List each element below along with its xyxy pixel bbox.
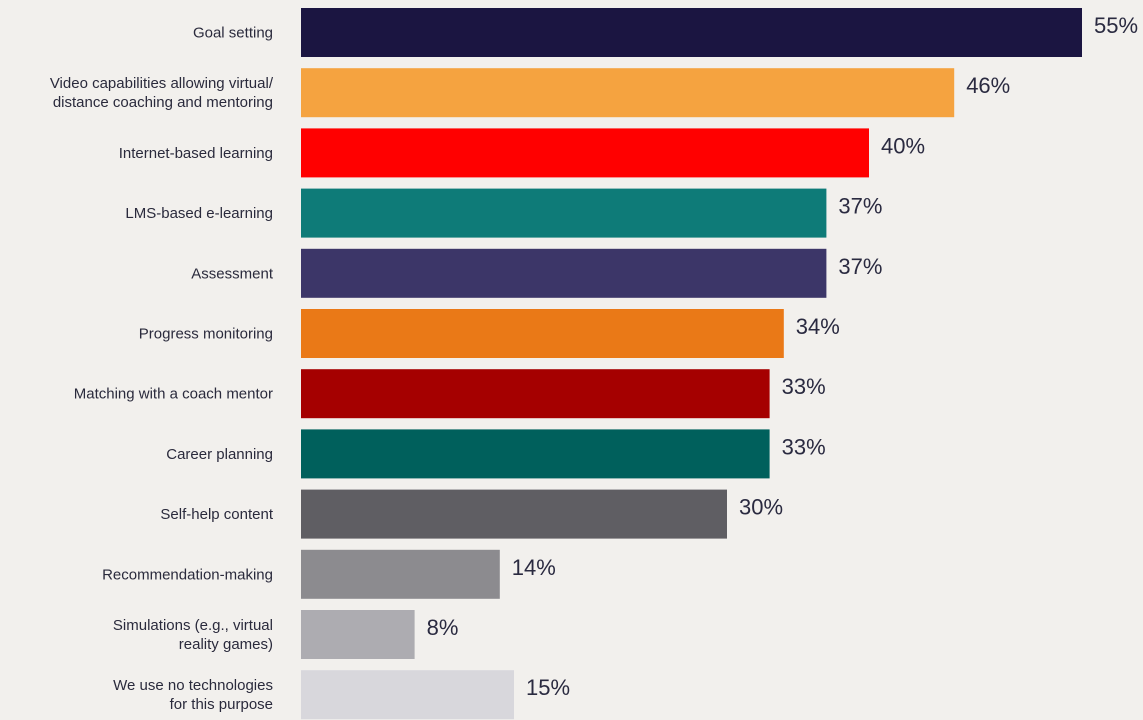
value-label-5: 34%: [796, 314, 840, 339]
category-label-3: LMS-based e-learning: [125, 205, 273, 222]
value-label-1: 46%: [966, 73, 1010, 98]
value-label-0: 55%: [1094, 13, 1138, 38]
value-label-10: 8%: [427, 615, 459, 640]
category-label-6: Matching with a coach mentor: [74, 386, 273, 403]
bar-7: [301, 429, 770, 478]
bar-10: [301, 610, 415, 659]
value-label-11: 15%: [526, 675, 570, 700]
category-label-2: Internet-based learning: [119, 145, 273, 162]
bar-8: [301, 490, 727, 539]
category-label-10: Simulations (e.g., virtual reality games): [113, 617, 273, 653]
bar-1: [301, 68, 954, 117]
category-label-9: Recommendation-making: [102, 566, 273, 583]
category-label-5: Progress monitoring: [139, 326, 273, 343]
bar-4: [301, 249, 826, 298]
bar-5: [301, 309, 784, 358]
bar-6: [301, 369, 770, 418]
category-label-8: Self-help content: [160, 506, 273, 523]
value-label-2: 40%: [881, 133, 925, 158]
value-label-3: 37%: [838, 194, 882, 219]
value-label-9: 14%: [512, 555, 556, 580]
value-label-7: 33%: [782, 434, 826, 459]
value-label-4: 37%: [838, 254, 882, 279]
category-label-0: Goal setting: [193, 25, 273, 42]
bar-9: [301, 550, 500, 599]
bar-0: [301, 8, 1082, 57]
category-label-7: Career planning: [166, 446, 273, 463]
value-label-6: 33%: [782, 374, 826, 399]
category-label-11: We use no technologies for this purpose: [113, 677, 273, 713]
value-label-8: 30%: [739, 495, 783, 520]
bar-11: [301, 670, 514, 719]
category-label-4: Assessment: [191, 265, 274, 282]
bar-2: [301, 128, 869, 177]
bar-3: [301, 189, 826, 238]
category-label-1: Video capabilities allowing virtual/dist…: [50, 75, 274, 111]
